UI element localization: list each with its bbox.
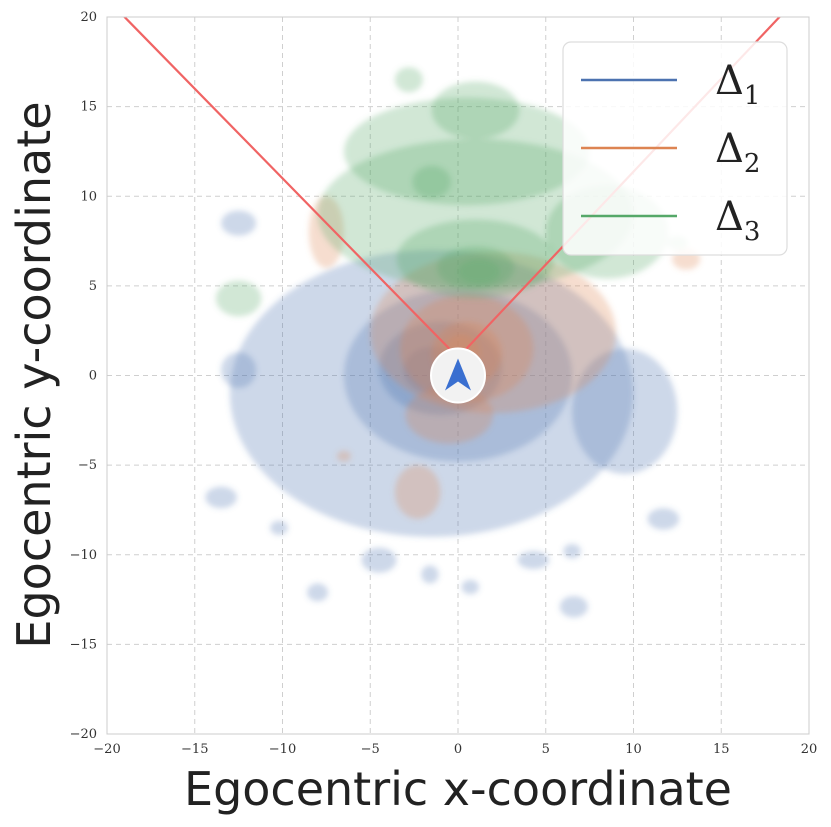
y-tick-labels: −20 −15 −10 −5 0 5 10 15 20	[70, 10, 97, 742]
x-axis-label: Egocentric x-coordinate	[184, 762, 732, 816]
density-blob	[431, 81, 520, 139]
density-blob	[361, 547, 397, 573]
density-blob	[405, 386, 494, 444]
navigation-arrow-icon	[445, 358, 471, 391]
y-tick-label: 5	[89, 279, 97, 294]
y-tick-label: 0	[89, 369, 97, 384]
x-tick-label: 15	[713, 742, 730, 757]
x-tick-label: 10	[625, 742, 642, 757]
density-blob	[559, 595, 588, 618]
y-tick-label: −15	[70, 637, 97, 652]
y-tick-label: 20	[80, 10, 97, 25]
plot-frame	[106, 16, 810, 735]
density-blob	[336, 450, 351, 462]
y-tick-label: −5	[78, 458, 97, 473]
x-tick-label: 5	[542, 742, 550, 757]
x-tick-label: 0	[454, 742, 462, 757]
y-tick-label: −20	[70, 727, 97, 742]
x-tick-label: 20	[801, 742, 818, 757]
fov-line-1	[123, 17, 459, 359]
density-blob	[517, 551, 550, 570]
density-blob	[270, 520, 288, 536]
density-blob	[343, 97, 590, 206]
x-tick-label: −20	[93, 742, 120, 757]
density-blob	[394, 67, 423, 93]
y-tick-label: 10	[80, 189, 97, 204]
density-blob	[205, 486, 237, 509]
density-blob	[412, 165, 451, 199]
agent-marker	[430, 347, 486, 404]
x-tick-label: −15	[181, 742, 208, 757]
density-blob	[421, 565, 439, 584]
x-tick-labels: −20 −15 −10 −5 0 5 10 15 20	[93, 742, 817, 757]
y-tick-label: −10	[70, 548, 97, 563]
density-series-3	[215, 67, 688, 317]
density-blob	[647, 508, 680, 530]
x-tick-label: −5	[361, 742, 380, 757]
y-tick-label: 15	[80, 100, 97, 115]
density-blob	[461, 579, 480, 595]
density-blob	[572, 348, 678, 475]
density-blob	[215, 280, 262, 317]
density-blob	[394, 465, 441, 519]
density-blob	[563, 543, 581, 559]
x-tick-label: −10	[269, 742, 296, 757]
density-blob	[307, 583, 329, 602]
y-axis-label: Egocentric y-coordinate	[7, 101, 61, 648]
density-blob	[458, 258, 501, 285]
density-blob	[221, 210, 257, 236]
density-blob	[221, 352, 257, 389]
